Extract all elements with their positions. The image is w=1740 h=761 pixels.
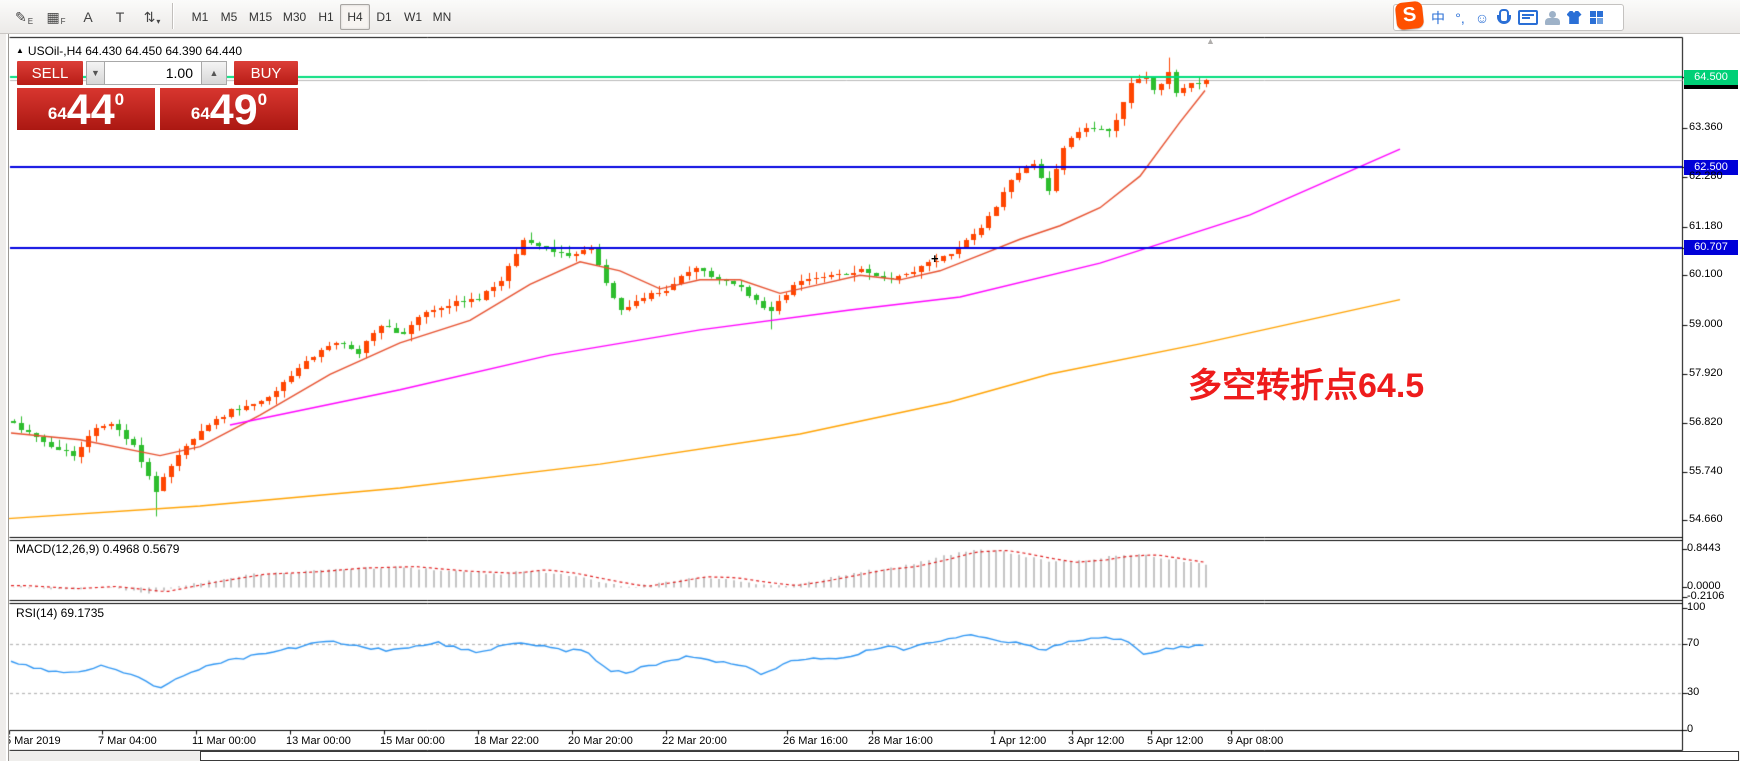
buy-price-sup: 0 — [257, 90, 268, 109]
hline-price-label-64.500: 64.500 — [1684, 69, 1738, 85]
left-splitter[interactable] — [0, 33, 9, 761]
horizontal-scrollbar-thumb[interactable] — [200, 751, 1739, 761]
buy-price-box[interactable]: 64 49 0 — [160, 86, 298, 134]
ime-smiley-icon[interactable]: ☺ — [1474, 9, 1490, 26]
expert-advisor-icon[interactable]: ✎ E — [14, 8, 34, 26]
sogou-ime-bar: S 中 °, ☺ — [1393, 0, 1624, 31]
buy-price-prefix: 64 — [190, 104, 210, 123]
ime-menu-icon[interactable] — [1588, 8, 1604, 28]
price-axis-tick: 59.000 — [1689, 317, 1723, 330]
crosshair-plus-marker: + — [931, 251, 939, 266]
macd-axis-tick: -0.2106 — [1687, 589, 1725, 602]
ime-skin-icon[interactable] — [1566, 8, 1582, 28]
symbol-ohlc-line: ▲ USOil-,H4 64.430 64.450 64.390 64.440 — [16, 44, 242, 58]
buy-button[interactable]: BUY — [234, 61, 298, 85]
price-axis-tick: 62.280 — [1689, 170, 1723, 183]
date-axis-label: 26 Mar 16:00 — [783, 735, 848, 747]
date-axis-label: 20 Mar 20:00 — [568, 735, 633, 747]
date-axis-label: 15 Mar 00:00 — [380, 735, 445, 747]
rsi-axis-tick: 0 — [1687, 723, 1694, 735]
volume-decrease-button[interactable]: ▼ — [86, 61, 105, 85]
sell-price-prefix: 64 — [47, 104, 67, 123]
ime-mic-icon[interactable] — [1496, 8, 1512, 28]
date-axis-label: 5 Apr 12:00 — [1147, 735, 1204, 747]
timeframe-button-m15[interactable]: M15 — [248, 10, 273, 24]
date-axis-label: 3 Apr 12:00 — [1068, 735, 1125, 747]
font-tool-icon[interactable]: A — [83, 9, 93, 25]
price-axis-tick: 54.660 — [1689, 513, 1723, 526]
symbol-ohlc-text: USOil-,H4 64.430 64.450 64.390 64.440 — [27, 44, 243, 58]
rsi-axis-tick: 100 — [1687, 600, 1706, 613]
sell-price-sup: 0 — [114, 90, 125, 109]
macd-axis-tick: 0.0000 — [1687, 580, 1721, 593]
timeframe-button-m30[interactable]: M30 — [282, 10, 307, 24]
sogou-logo-icon[interactable]: S — [1394, 0, 1425, 31]
timeframe-button-d1[interactable]: D1 — [376, 10, 392, 24]
toolbar-separator — [172, 3, 174, 29]
price-axis-tick: 61.180 — [1689, 219, 1723, 232]
price-axis-tick: 56.820 — [1689, 416, 1723, 429]
rsi-axis-tick: 30 — [1687, 686, 1700, 699]
date-axis-label: 9 Apr 08:00 — [1227, 735, 1284, 747]
chart-annotation-text: 多空转折点64.5 — [1188, 367, 1425, 405]
rsi-label: RSI(14) 69.1735 — [16, 606, 105, 620]
price-axis-tick: 55.740 — [1689, 464, 1723, 477]
collapse-arrow-icon[interactable]: ▲ — [16, 46, 24, 55]
macd-label: MACD(12,26,9) 0.4968 0.5679 — [16, 542, 180, 556]
buy-price-main: 49 — [209, 86, 258, 134]
sell-price-box[interactable]: 64 44 0 — [17, 86, 155, 134]
arrange-windows-icon[interactable]: ⇅ ▾ — [143, 8, 161, 26]
date-axis-label: 7 Mar 04:00 — [98, 735, 157, 747]
ime-user-icon[interactable] — [1544, 8, 1560, 28]
volume-input[interactable] — [104, 61, 202, 85]
volume-increase-button[interactable]: ▲ — [201, 61, 227, 85]
timeframe-button-m5[interactable]: M5 — [220, 10, 238, 24]
date-axis-label: 18 Mar 22:00 — [474, 735, 539, 747]
main-toolbar: ✎ E ▦ F A T ⇅ ▾ M1 M5 M15 M30 H1 H4 D1 W1 MN S 中 °, ☺ — [0, 0, 1740, 34]
timeframe-button-w1[interactable]: W1 — [404, 10, 422, 24]
timeframe-button-mn[interactable]: MN — [432, 10, 452, 24]
rsi-axis-tick: 70 — [1687, 637, 1700, 650]
sell-price-main: 44 — [66, 86, 115, 134]
date-axis-label: 5 Mar 2019 — [5, 735, 61, 747]
date-axis-label: 22 Mar 20:00 — [662, 735, 727, 747]
ime-punctuation-icon[interactable]: °, — [1455, 9, 1465, 26]
hline-price-label-62.500: 62.500 — [1684, 159, 1738, 175]
ime-keyboard-icon[interactable] — [1518, 8, 1538, 28]
macd-axis-tick: 0.8443 — [1687, 542, 1721, 554]
timeframe-button-m1[interactable]: M1 — [191, 10, 209, 24]
date-axis-label: 28 Mar 16:00 — [868, 735, 933, 747]
timeframe-button-h4[interactable]: H4 — [340, 4, 370, 30]
timeframe-button-h1[interactable]: H1 — [318, 10, 334, 24]
chart-shift-marker-icon: ▲ — [1206, 36, 1215, 46]
price-axis-tick: 63.360 — [1689, 121, 1723, 134]
price-axis-tick: 57.920 — [1689, 366, 1723, 379]
date-axis-label: 1 Apr 12:00 — [990, 735, 1047, 747]
hline-price-label-60.707: 60.707 — [1684, 240, 1738, 256]
grid-toggle-icon[interactable]: ▦ F — [46, 8, 66, 26]
date-axis-label: 13 Mar 00:00 — [286, 735, 351, 747]
text-label-icon[interactable]: T — [115, 9, 125, 25]
ime-language-icon[interactable]: 中 — [1431, 9, 1445, 26]
sell-button[interactable]: SELL — [17, 61, 83, 85]
date-axis-label: 11 Mar 00:00 — [192, 735, 257, 747]
price-axis-tick: 60.100 — [1689, 268, 1723, 281]
